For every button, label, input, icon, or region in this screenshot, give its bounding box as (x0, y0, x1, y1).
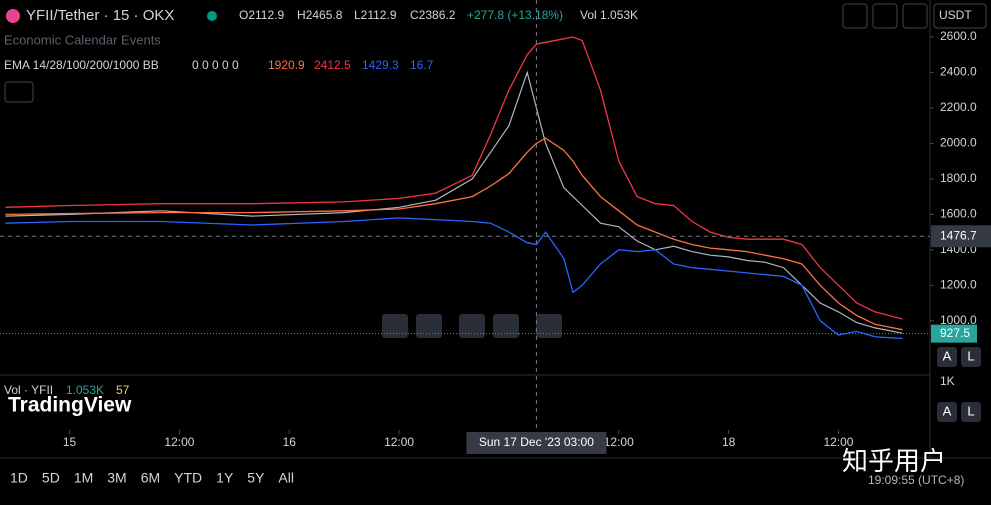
x-tick-label: 12:00 (164, 435, 194, 449)
change: +277.8 (+13.18%) (467, 8, 563, 22)
series-line (5, 217, 903, 340)
open: O2112.9 (239, 8, 284, 22)
vol-extra: 57 (116, 383, 130, 397)
scale-label[interactable]: L (967, 348, 974, 363)
crosshair-price: 1476.7 (940, 228, 977, 242)
last-price-bg (931, 324, 977, 343)
y-tick-label: 2000.0 (940, 136, 977, 150)
scale-button[interactable] (937, 347, 957, 367)
close: C2386.2 (410, 8, 456, 22)
bb-value: 16.7 (410, 58, 434, 72)
scale-label[interactable]: L (967, 403, 974, 418)
volume: Vol 1.053K (580, 8, 638, 22)
x-tick-label: 16 (283, 435, 297, 449)
y-tick-label: 1800.0 (940, 171, 977, 185)
series-line (5, 137, 903, 331)
x-tick-label: 15 (63, 435, 77, 449)
vol-value: 1.053K (66, 383, 104, 397)
y-tick-label: 1200.0 (940, 277, 977, 291)
vol-axis: 1K (940, 374, 955, 388)
zoom-in[interactable] (416, 314, 442, 338)
ema-label: EMA 14/28/100/200/1000 BB (4, 58, 159, 72)
series-line (5, 36, 903, 320)
range-button[interactable]: 5D (42, 470, 60, 486)
bb-value: 1429.3 (362, 58, 399, 72)
x-tick-label: 12:00 (823, 435, 853, 449)
range-button[interactable]: 3M (107, 470, 126, 486)
zoom-out[interactable] (382, 314, 408, 338)
high: H2465.8 (297, 8, 343, 22)
scale-button[interactable] (961, 402, 981, 422)
scroll-left[interactable] (459, 314, 485, 338)
clock: 19:09:55 (UTC+8) (868, 473, 964, 487)
currency[interactable]: USDT (939, 8, 972, 22)
range-button[interactable]: 1D (10, 470, 28, 486)
bb-value: 2412.5 (314, 58, 351, 72)
logo: TradingView (8, 394, 132, 417)
events-label[interactable]: Economic Calendar Events (4, 32, 161, 47)
scale-label[interactable]: A (943, 348, 952, 363)
series-line (5, 70, 903, 334)
reset[interactable] (536, 314, 562, 338)
time-label: Sun 17 Dec '23 03:00 (479, 435, 594, 449)
last-price: 927.5 (940, 326, 970, 340)
scale-button[interactable] (961, 347, 981, 367)
watermark: 知乎用户 (842, 446, 946, 476)
down-button[interactable] (842, 3, 868, 29)
fullscreen-button[interactable] (902, 3, 928, 29)
y-tick-label: 2400.0 (940, 65, 977, 79)
range-button[interactable]: YTD (174, 470, 202, 486)
range-button[interactable]: 1M (74, 470, 93, 486)
range-button[interactable]: 5Y (247, 470, 265, 486)
low: L2112.9 (354, 8, 397, 22)
scale-button[interactable] (937, 402, 957, 422)
currency-button[interactable] (933, 3, 987, 29)
range-button[interactable]: 6M (141, 470, 160, 486)
range-button[interactable]: All (278, 470, 294, 486)
y-tick-label: 2600.0 (940, 29, 977, 43)
x-tick-label: 12:00 (384, 435, 414, 449)
close-button[interactable] (872, 3, 898, 29)
collapse-button[interactable] (4, 81, 34, 103)
status-dot (207, 11, 217, 21)
time-label-bg (466, 432, 607, 454)
scroll-right[interactable] (493, 314, 519, 338)
symbol[interactable]: YFII/Tether · 15 · OKX (26, 7, 174, 24)
vol-label: Vol · YFII (4, 383, 53, 397)
range-button[interactable]: 1Y (216, 470, 234, 486)
x-tick-label: 12:00 (604, 435, 634, 449)
y-tick-label: 1600.0 (940, 207, 977, 221)
scale-label[interactable]: A (943, 403, 952, 418)
y-tick-label: 2200.0 (940, 100, 977, 114)
x-tick-label: 18 (722, 435, 736, 449)
y-tick-label: 1000.0 (940, 313, 977, 327)
bb-value: 1920.9 (268, 58, 305, 72)
symbol-icon (6, 9, 20, 23)
price-label-bg (931, 225, 991, 248)
nav-buttons (382, 314, 562, 338)
ema-zeros: 0 0 0 0 0 (192, 58, 239, 72)
